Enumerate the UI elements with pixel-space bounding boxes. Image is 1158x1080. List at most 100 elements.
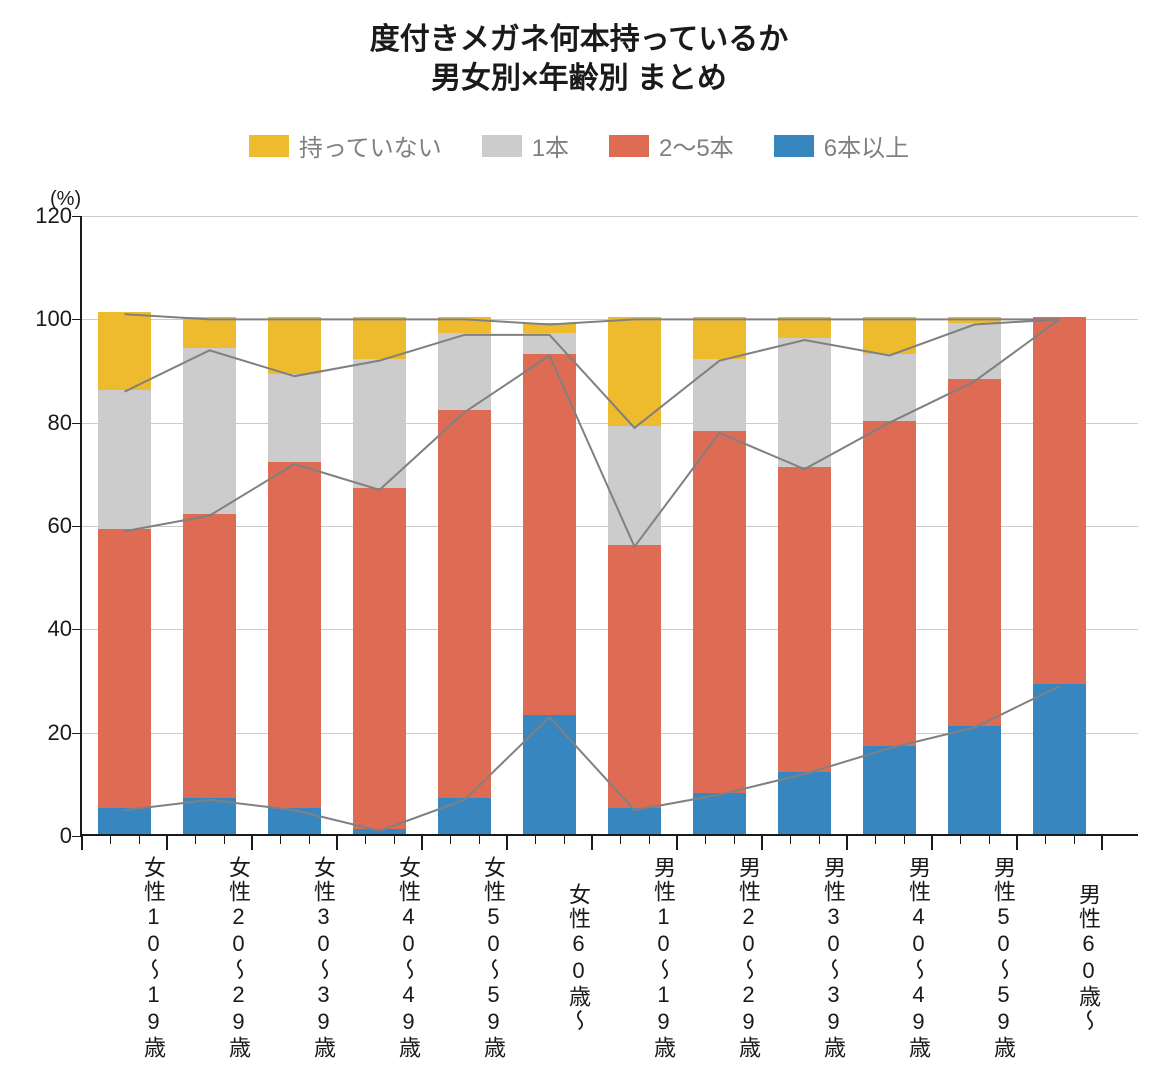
x-tick-minor	[365, 834, 366, 844]
x-tick-major	[166, 834, 168, 850]
x-tick-minor	[535, 834, 536, 844]
bar-group	[353, 317, 406, 834]
bar-segment-six_plus	[778, 772, 831, 834]
bar-segment-one	[948, 323, 1001, 380]
bar-segment-two_five	[948, 379, 1001, 725]
title-line-1: 度付きメガネ何本持っているか	[20, 20, 1138, 59]
x-tick-minor	[705, 834, 706, 844]
bar-group	[948, 317, 1001, 834]
bar-segment-two_five	[1033, 317, 1086, 684]
legend-swatch	[482, 135, 522, 157]
bar-segment-none	[268, 317, 321, 374]
bar-segment-two_five	[608, 545, 661, 809]
x-tick-minor	[875, 834, 876, 844]
x-axis-label: 女性30〜39歳	[250, 856, 335, 1060]
bar-segment-one	[98, 390, 151, 530]
bar-segment-one	[438, 333, 491, 411]
bar-segment-six_plus	[268, 808, 321, 834]
x-tick-minor	[394, 834, 395, 844]
bar-segment-two_five	[523, 354, 576, 716]
legend-label: 持っていない	[299, 128, 442, 163]
bar-segment-none	[438, 317, 491, 333]
plot-wrapper: 020406080100120	[20, 216, 1138, 836]
x-tick-minor	[195, 834, 196, 844]
x-tick-major	[591, 834, 593, 850]
x-tick-major	[761, 834, 763, 850]
bar-segment-one	[353, 359, 406, 488]
legend-item: 6本以上	[774, 128, 909, 163]
bar-segment-one	[863, 354, 916, 421]
x-tick-major	[506, 834, 508, 850]
x-tick-major	[81, 834, 83, 850]
x-tick-minor	[224, 834, 225, 844]
x-axis-label: 男性10〜19歳	[590, 856, 675, 1060]
legend-item: 1本	[482, 128, 569, 163]
bar-segment-none	[523, 323, 576, 333]
x-tick-minor	[1045, 834, 1046, 844]
bar-group	[183, 317, 236, 834]
x-tick-major	[676, 834, 678, 850]
bar-group	[98, 312, 151, 834]
bar-segment-six_plus	[608, 808, 661, 834]
bar-segment-two_five	[98, 529, 151, 808]
x-tick-major	[1016, 834, 1018, 850]
x-tick-minor	[309, 834, 310, 844]
y-tick-label: 100	[35, 306, 72, 332]
bar-segment-six_plus	[183, 798, 236, 834]
x-tick-minor	[450, 834, 451, 844]
bar-segment-six_plus	[948, 726, 1001, 835]
y-tick-label: 0	[60, 823, 72, 849]
bar-group	[438, 317, 491, 834]
x-tick-major	[931, 834, 933, 850]
bar-segment-one	[693, 359, 746, 431]
bar-segment-one	[523, 333, 576, 354]
y-tick-label: 20	[48, 720, 72, 746]
bar-segment-six_plus	[98, 808, 151, 834]
x-axis-label: 女性60歳〜	[505, 856, 590, 1060]
bar-segment-none	[778, 317, 831, 338]
bar-segment-one	[268, 374, 321, 462]
bar-segment-two_five	[778, 467, 831, 772]
legend-swatch	[609, 135, 649, 157]
legend-label: 2〜5本	[659, 128, 734, 163]
bar-segment-none	[98, 312, 151, 390]
bar-segment-two_five	[863, 421, 916, 747]
bar-segment-six_plus	[353, 829, 406, 834]
y-tick-label: 80	[48, 410, 72, 436]
bar-group	[693, 317, 746, 834]
bar-segment-six_plus	[693, 793, 746, 834]
bar-group	[863, 317, 916, 834]
x-axis-label: 女性10〜19歳	[80, 856, 165, 1060]
bar-segment-two_five	[183, 514, 236, 798]
x-tick-minor	[620, 834, 621, 844]
x-tick-major	[336, 834, 338, 850]
bar-segment-two_five	[438, 410, 491, 798]
plot-area	[80, 216, 1138, 836]
x-axis-label: 男性40〜49歳	[845, 856, 930, 1060]
bar-segment-two_five	[268, 462, 321, 808]
bars-layer	[82, 216, 1138, 834]
x-tick-minor	[139, 834, 140, 844]
bar-group	[1033, 317, 1086, 834]
legend-swatch	[774, 135, 814, 157]
bar-segment-six_plus	[863, 746, 916, 834]
bar-segment-none	[863, 317, 916, 353]
legend-swatch	[249, 135, 289, 157]
x-tick-major	[846, 834, 848, 850]
bar-segment-two_five	[693, 431, 746, 793]
x-tick-minor	[819, 834, 820, 844]
x-tick-minor	[110, 834, 111, 844]
x-tick-minor	[790, 834, 791, 844]
bar-segment-six_plus	[523, 715, 576, 834]
x-tick-minor	[564, 834, 565, 844]
x-axis-label: 男性60歳〜	[1015, 856, 1100, 1060]
x-axis-label: 女性20〜29歳	[165, 856, 250, 1060]
y-axis: 020406080100120	[20, 216, 80, 836]
bar-group	[608, 317, 661, 834]
x-tick-minor	[960, 834, 961, 844]
x-tick-major	[251, 834, 253, 850]
x-tick-minor	[280, 834, 281, 844]
y-tick	[72, 836, 82, 837]
y-tick-label: 40	[48, 616, 72, 642]
x-axis-label: 女性50〜59歳	[420, 856, 505, 1060]
